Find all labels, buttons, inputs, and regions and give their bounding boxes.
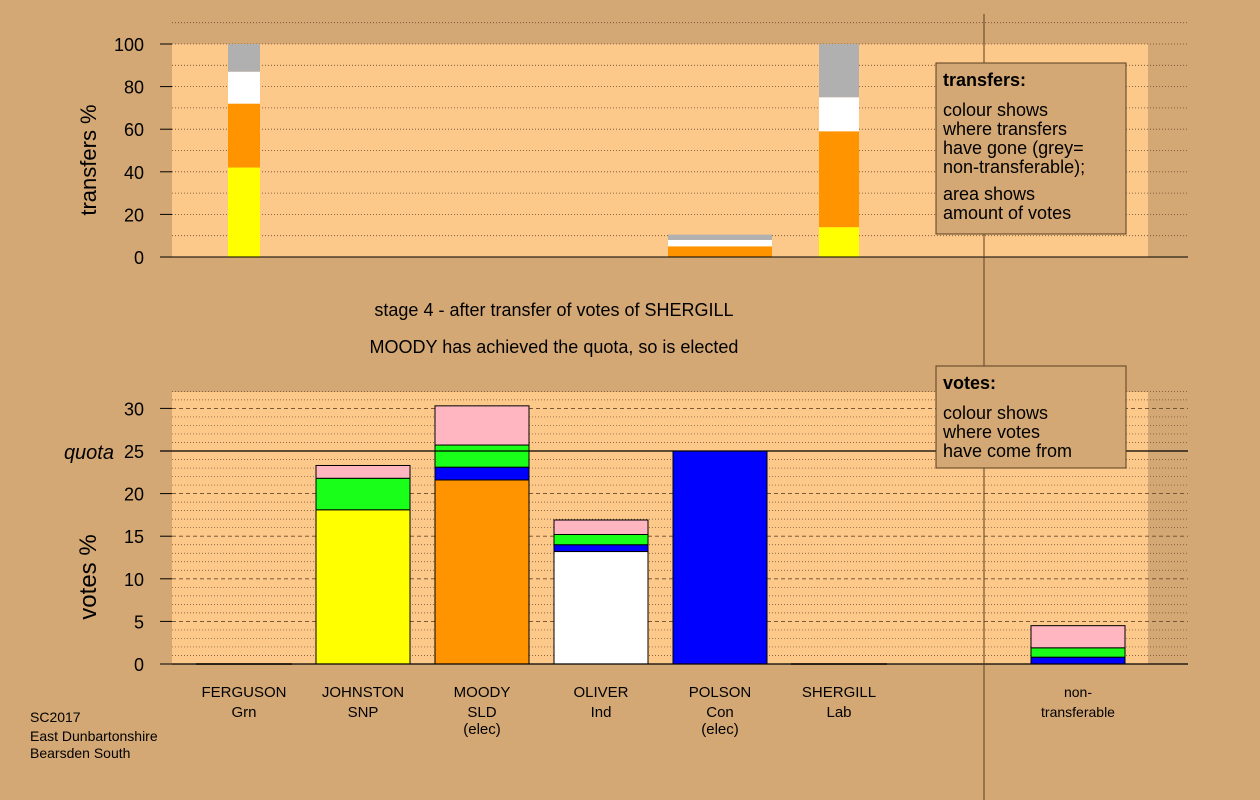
transfers-legend-line: colour shows bbox=[943, 100, 1048, 120]
transfers-tick-label: 100 bbox=[114, 35, 144, 55]
candidate-party: Grn bbox=[231, 704, 256, 721]
candidate-note: (elec) bbox=[463, 721, 501, 738]
candidate-name: non- bbox=[1064, 684, 1092, 700]
transfers-bar-segment bbox=[819, 44, 859, 98]
candidate-name: POLSON bbox=[689, 684, 752, 701]
candidate-party: Con bbox=[706, 704, 734, 721]
transfers-y-axis: 0 20 40 60 80 100 bbox=[114, 35, 172, 268]
transfers-legend-line: where transfers bbox=[942, 119, 1067, 139]
footer: SC2017 East Dunbartonshire Bearsden Sout… bbox=[30, 709, 158, 761]
transfers-bar-segment bbox=[668, 239, 772, 247]
transfers-bar-segment bbox=[819, 131, 859, 228]
votes-bars bbox=[196, 405, 1126, 665]
transfers-tick-label: 60 bbox=[124, 120, 144, 140]
quota-label: quota bbox=[64, 442, 114, 464]
transfers-legend-line: amount of votes bbox=[943, 203, 1071, 223]
votes-bar-segment bbox=[315, 464, 411, 479]
votes-bar-segment bbox=[434, 466, 530, 481]
votes-bar-segment bbox=[1030, 625, 1126, 649]
transfers-bars bbox=[228, 44, 859, 257]
votes-tick-label: 15 bbox=[124, 527, 144, 547]
transfers-bar-segment bbox=[228, 167, 260, 257]
votes-bar-segment bbox=[315, 477, 411, 511]
transfers-bar-segment bbox=[668, 234, 772, 240]
candidate-party: SLD bbox=[467, 704, 496, 721]
votes-bar-segment bbox=[1030, 647, 1126, 658]
candidate-name: SHERGILL bbox=[802, 684, 876, 701]
votes-legend-box bbox=[935, 365, 1127, 469]
transfers-tick-label: 80 bbox=[124, 78, 144, 98]
transfers-bar-segment bbox=[819, 227, 859, 257]
votes-legend-line: have come from bbox=[943, 441, 1072, 461]
votes-bar-segment bbox=[553, 551, 649, 665]
votes-bar-segment bbox=[553, 544, 649, 553]
votes-tick-label: 10 bbox=[124, 570, 144, 590]
votes-tick-label: 25 bbox=[124, 442, 144, 462]
votes-tick-label: 5 bbox=[134, 612, 144, 632]
votes-tick-label: 20 bbox=[124, 485, 144, 505]
votes-bar-segment bbox=[434, 444, 530, 468]
votes-legend: votes: colour shows where votes have com… bbox=[935, 365, 1127, 469]
votes-bar-segment bbox=[553, 519, 649, 535]
candidate-name: JOHNSTON bbox=[322, 684, 404, 701]
transfers-bar-segment bbox=[668, 246, 772, 257]
candidate-name: FERGUSON bbox=[201, 684, 286, 701]
transfers-legend-line: non-transferable); bbox=[943, 157, 1085, 177]
candidate-note: (elec) bbox=[701, 721, 739, 738]
transfers-legend-title: transfers: bbox=[943, 70, 1026, 90]
candidate-name: MOODY bbox=[454, 684, 511, 701]
votes-bar-segment bbox=[434, 479, 530, 665]
votes-bar-segment bbox=[1030, 656, 1126, 665]
votes-legend-title: votes: bbox=[943, 373, 996, 393]
transfers-legend-box bbox=[935, 62, 1127, 235]
votes-tick-label: 30 bbox=[124, 399, 144, 419]
transfers-tick-label: 0 bbox=[134, 248, 144, 268]
votes-legend-line: colour shows bbox=[943, 403, 1048, 423]
footer-ward: Bearsden South bbox=[30, 745, 130, 761]
transfers-legend-line: have gone (grey= bbox=[943, 138, 1084, 158]
transfers-y-label: transfers % bbox=[76, 104, 101, 215]
transfers-bar-segment bbox=[228, 71, 260, 104]
stage-title: stage 4 - after transfer of votes of SHE… bbox=[374, 300, 733, 320]
votes-tick-label: 0 bbox=[134, 655, 144, 675]
transfers-tick-label: 40 bbox=[124, 163, 144, 183]
candidate-party: SNP bbox=[348, 704, 379, 721]
candidate-party: Lab bbox=[826, 704, 851, 721]
votes-bar-segment bbox=[434, 405, 530, 446]
transfers-legend: transfers: colour shows where transfers … bbox=[935, 62, 1127, 235]
votes-bar-segment bbox=[315, 509, 411, 665]
votes-y-label: votes % bbox=[75, 534, 102, 619]
transfers-bar-segment bbox=[228, 44, 260, 72]
votes-bar-segment bbox=[553, 533, 649, 546]
candidate-party: Ind bbox=[591, 704, 612, 721]
transfers-bar-segment bbox=[819, 97, 859, 132]
stage-subtitle: MOODY has achieved the quota, so is elec… bbox=[370, 337, 739, 357]
transfers-tick-label: 20 bbox=[124, 205, 144, 225]
candidate-labels: FERGUSON Grn JOHNSTON SNP MOODY SLD (ele… bbox=[201, 684, 1115, 738]
transfers-legend-line: area shows bbox=[943, 184, 1035, 204]
candidate-name: OLIVER bbox=[573, 684, 628, 701]
footer-election: SC2017 bbox=[30, 709, 81, 725]
votes-y-axis: 0 5 10 15 20 25 30 bbox=[124, 399, 172, 675]
candidate-party: transferable bbox=[1041, 704, 1115, 720]
transfers-bar-segment bbox=[228, 103, 260, 168]
footer-council: East Dunbartonshire bbox=[30, 728, 158, 744]
votes-legend-line: where votes bbox=[942, 422, 1040, 442]
votes-bar-segment bbox=[672, 450, 768, 665]
